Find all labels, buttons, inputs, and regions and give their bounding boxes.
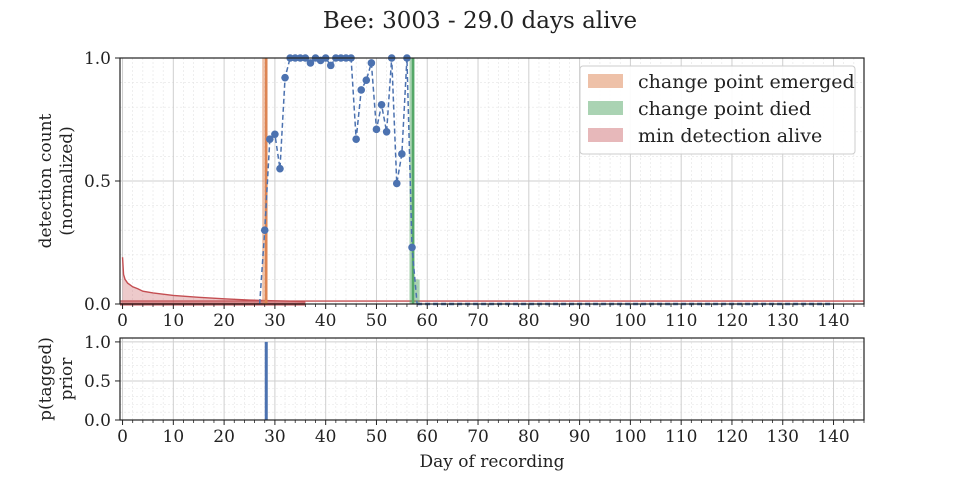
y-tick-label: 0.5 (84, 172, 111, 192)
detection-point (382, 128, 391, 136)
detection-point (362, 76, 371, 84)
bottom-plot-marks (264, 341, 268, 420)
detection-point (367, 59, 376, 67)
bottom-ylabel-line1: p(tagged) (36, 337, 56, 421)
bottom-tick-labels: 0 10 20 30 40 50 60 70 80 90 100 110 120 130 140 0.0 0.5… (84, 333, 865, 447)
x-tick-label: 60 (416, 427, 438, 447)
y-tick-label: 0.5 (84, 372, 111, 392)
detection-point (266, 135, 274, 143)
min-detection-fill (122, 257, 306, 304)
x-tick-label: 0 (117, 427, 128, 447)
x-tick-label: 40 (315, 427, 337, 447)
detection-point (352, 135, 360, 143)
x-tick-label: 30 (264, 427, 286, 447)
top-ylabel-line2: (normalized) (57, 126, 77, 236)
detection-point (372, 125, 381, 134)
legend-label-min-alive: min detection alive (638, 125, 822, 147)
legend-label-died: change point died (638, 98, 811, 120)
x-tick-label: 80 (518, 311, 540, 331)
detection-point (271, 130, 279, 139)
legend-box (579, 65, 856, 155)
min-detection-curve (121, 257, 306, 303)
x-tick-label: 130 (767, 427, 799, 447)
top-plot: 0 10 20 30 40 50 60 70 80 90 100 110 120 130 140 0.0 0.5… (36, 49, 865, 331)
died-bar (414, 279, 420, 304)
bottom-xlabel: Day of recording (420, 452, 565, 472)
x-tick-label: 110 (665, 427, 697, 447)
x-tick-label: 140 (817, 427, 849, 447)
top-ylabel-line1: detection count (36, 113, 56, 248)
x-tick-label: 50 (366, 311, 388, 331)
x-tick-label: 110 (665, 311, 697, 331)
x-tick-label: 120 (716, 427, 748, 447)
x-tick-label: 50 (366, 427, 388, 447)
legend-swatch-died (588, 101, 623, 115)
bottom-plot: 0 10 20 30 40 50 60 70 80 90 100 110 120 130 140 0.0 0.5… (36, 333, 865, 472)
emerged-bar (262, 58, 268, 304)
x-tick-label: 90 (569, 427, 591, 447)
x-tick-label: 80 (518, 427, 540, 447)
detection-point (260, 226, 269, 234)
bottom-ylabel-line2: prior (57, 357, 77, 401)
detection-point (357, 86, 366, 94)
x-tick-label: 10 (163, 311, 185, 331)
x-tick-label: 140 (817, 311, 849, 331)
x-tick-label: 60 (416, 311, 438, 331)
legend: change point emerged change point died m… (579, 65, 856, 155)
y-tick-label: 0.0 (84, 411, 111, 431)
detection-point (377, 100, 386, 109)
x-tick-label: 120 (716, 311, 748, 331)
x-tick-label: 90 (569, 311, 591, 331)
x-tick-label: 130 (767, 311, 799, 331)
bottom-minor-grid (120, 338, 865, 420)
y-tick-label: 0.0 (84, 295, 111, 315)
legend-label-emerged: change point emerged (638, 71, 855, 93)
detection-point (306, 59, 315, 67)
chart-title: Bee: 3003 - 29.0 days alive (323, 8, 637, 34)
x-tick-label: 40 (315, 311, 337, 331)
prior-bar (264, 341, 268, 420)
detection-point (398, 150, 406, 158)
x-tick-label: 100 (614, 311, 646, 331)
x-tick-label: 70 (467, 427, 489, 447)
detection-point (276, 164, 284, 173)
x-tick-label: 20 (213, 311, 235, 331)
legend-swatch-emerged (588, 74, 623, 88)
x-tick-label: 100 (614, 427, 646, 447)
x-tick-label: 10 (163, 427, 185, 447)
x-tick-label: 0 (117, 311, 128, 331)
detection-point (281, 73, 289, 82)
y-tick-label: 1.0 (84, 49, 111, 69)
legend-swatch-min-alive (588, 128, 623, 142)
x-tick-label: 30 (264, 311, 286, 331)
y-tick-label: 1.0 (84, 333, 111, 353)
x-tick-label: 70 (467, 311, 489, 331)
top-tick-labels: 0 10 20 30 40 50 60 70 80 90 100 110 120 130 140 0.0 0.5… (84, 49, 865, 331)
detection-point (392, 179, 401, 188)
detection-point (408, 243, 416, 252)
bottom-plot-frame (119, 337, 865, 421)
x-tick-label: 20 (213, 427, 235, 447)
detection-point (326, 61, 335, 70)
